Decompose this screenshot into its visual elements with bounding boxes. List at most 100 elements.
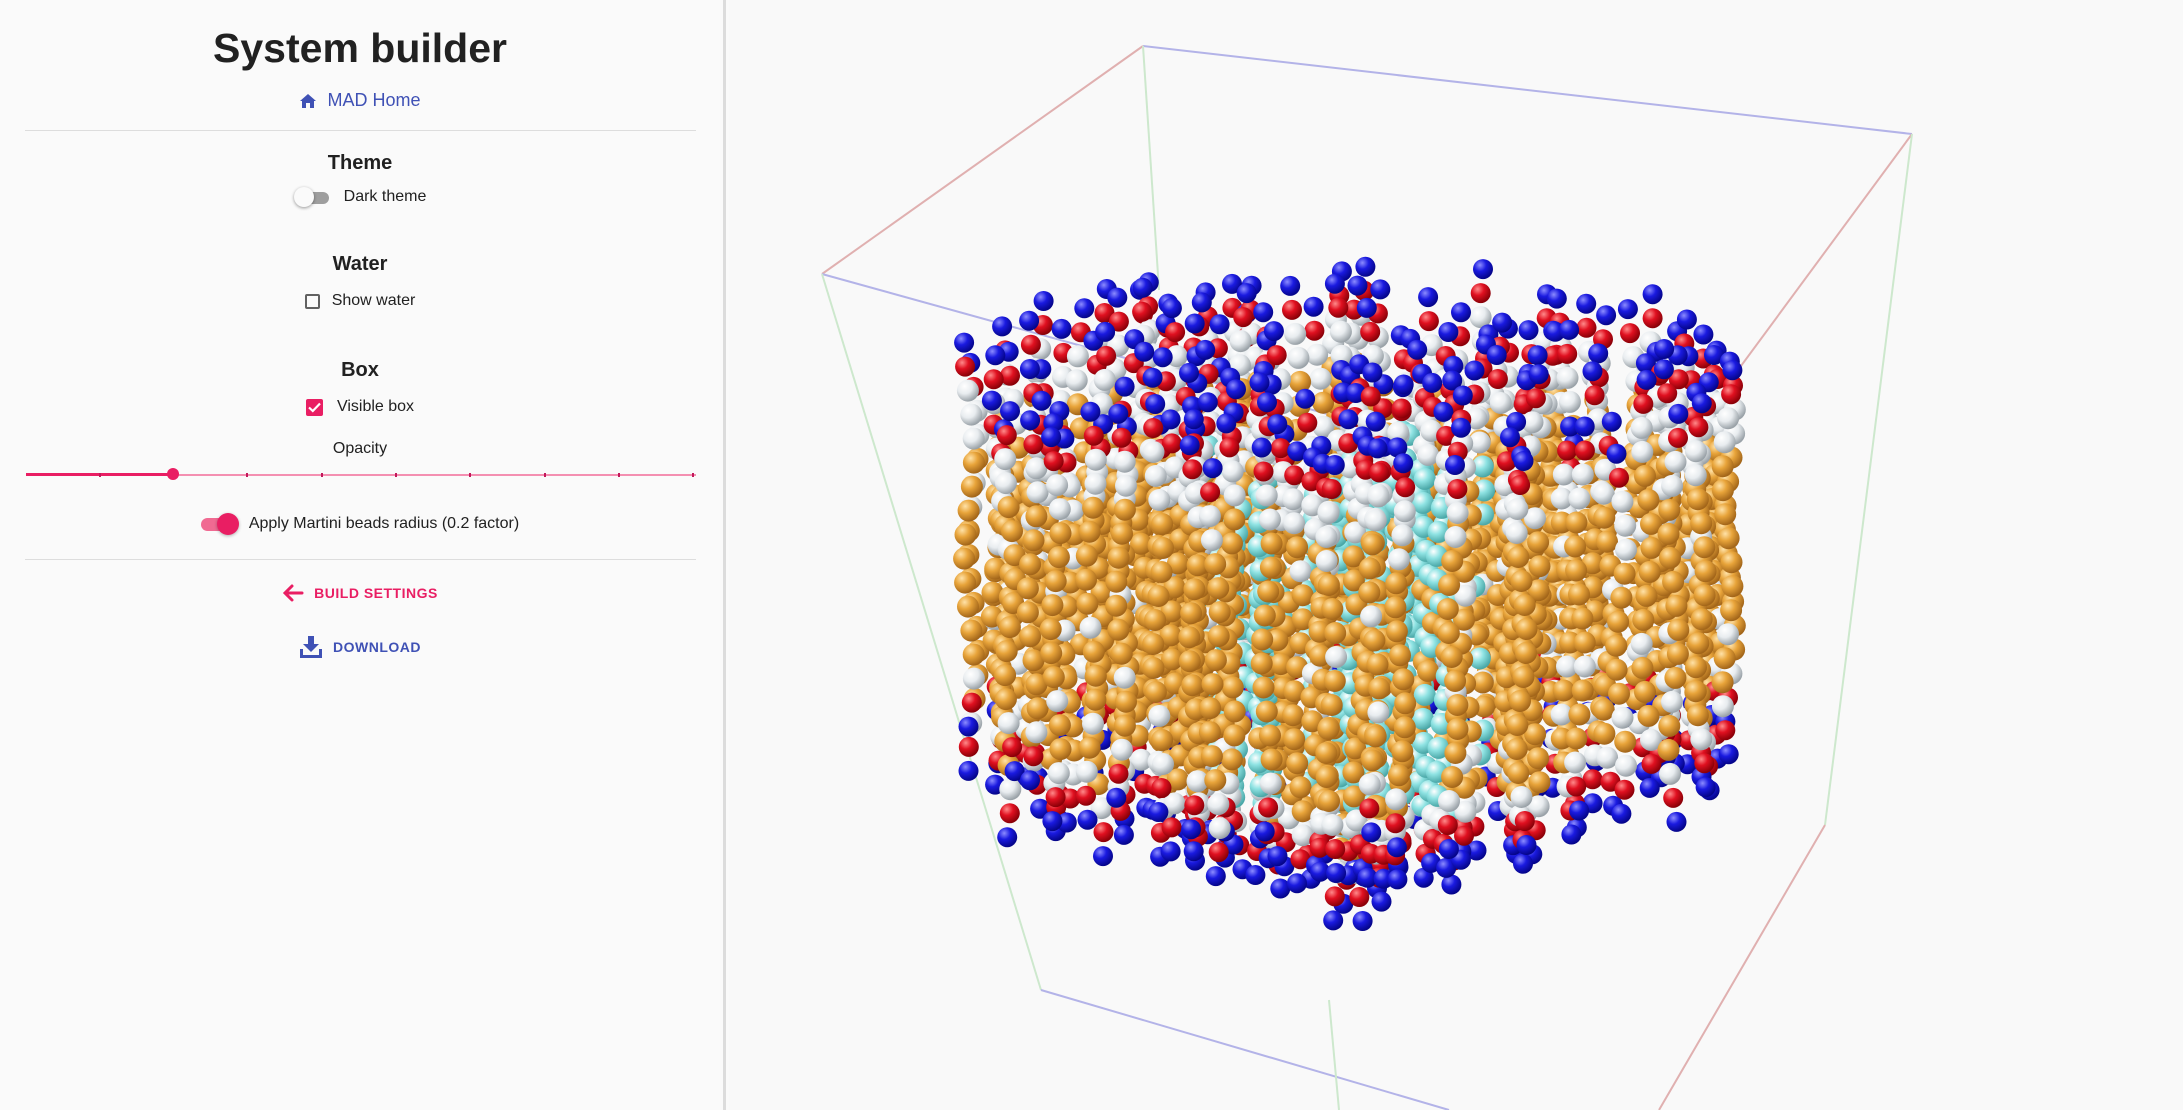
bead bbox=[1163, 792, 1186, 815]
show-water-checkbox[interactable] bbox=[304, 293, 320, 309]
bead bbox=[1609, 467, 1629, 488]
bead bbox=[1060, 788, 1081, 809]
download-label: DOWNLOAD bbox=[333, 639, 421, 655]
bead bbox=[1433, 401, 1454, 422]
bead bbox=[1687, 632, 1710, 655]
bead bbox=[1412, 491, 1435, 514]
bead bbox=[1208, 601, 1231, 624]
bead bbox=[1473, 695, 1496, 718]
bead bbox=[1385, 788, 1408, 811]
bead bbox=[1105, 570, 1128, 593]
bead bbox=[1465, 407, 1488, 430]
bead bbox=[1148, 705, 1171, 727]
bead bbox=[1303, 296, 1324, 317]
bead bbox=[1204, 649, 1227, 672]
page-title: System builder bbox=[213, 25, 507, 71]
home-link[interactable]: MAD Home bbox=[0, 88, 720, 112]
bead bbox=[1324, 273, 1345, 294]
bead bbox=[1309, 644, 1332, 667]
bead bbox=[1362, 362, 1383, 383]
bead bbox=[1714, 503, 1737, 526]
bead bbox=[1571, 463, 1594, 486]
bead bbox=[1584, 385, 1605, 406]
download-button[interactable]: DOWNLOAD bbox=[0, 635, 720, 664]
bead bbox=[1016, 601, 1039, 624]
bead bbox=[1324, 886, 1345, 907]
bead bbox=[1469, 306, 1492, 329]
bead bbox=[1632, 608, 1655, 631]
bead bbox=[1417, 659, 1439, 682]
bead bbox=[1048, 714, 1071, 737]
slider-thumb[interactable] bbox=[167, 468, 179, 480]
bead bbox=[1666, 811, 1687, 832]
martini-radius-toggle[interactable] bbox=[200, 512, 239, 536]
bead bbox=[1634, 680, 1656, 703]
bead bbox=[985, 345, 1006, 366]
bead bbox=[1361, 749, 1384, 772]
bead bbox=[1385, 620, 1408, 643]
bead bbox=[1324, 622, 1347, 644]
bead bbox=[1440, 646, 1463, 668]
bead bbox=[957, 595, 979, 618]
bead bbox=[1019, 625, 1042, 648]
bead bbox=[1142, 657, 1165, 679]
bead bbox=[1259, 724, 1281, 747]
water-heading: Water bbox=[332, 253, 388, 275]
bead bbox=[1552, 463, 1575, 486]
bead bbox=[1075, 568, 1097, 591]
bead bbox=[1441, 874, 1462, 895]
bead bbox=[1315, 550, 1338, 572]
build-settings-button[interactable]: BUILD SETTINGS bbox=[0, 583, 720, 608]
bead bbox=[1289, 370, 1312, 393]
bead bbox=[1079, 616, 1102, 639]
bead bbox=[1270, 878, 1291, 899]
bead bbox=[1259, 556, 1282, 579]
bead bbox=[1161, 433, 1182, 454]
bead bbox=[962, 427, 985, 450]
dark-theme-toggle[interactable] bbox=[293, 186, 330, 208]
bead bbox=[1282, 488, 1304, 511]
molecule-viewer[interactable] bbox=[729, 0, 2183, 1110]
visible-box-row: Visible box bbox=[0, 396, 720, 420]
bead bbox=[1111, 522, 1133, 545]
bead bbox=[1004, 761, 1025, 782]
bead bbox=[1518, 320, 1539, 341]
bead bbox=[1074, 298, 1095, 319]
bead bbox=[1019, 310, 1040, 331]
bead bbox=[1078, 520, 1101, 543]
bead bbox=[1310, 861, 1331, 882]
bead bbox=[960, 403, 983, 426]
bead bbox=[1556, 655, 1578, 678]
bead bbox=[1611, 490, 1634, 513]
bead bbox=[1047, 762, 1070, 785]
bead bbox=[1571, 607, 1594, 630]
bead bbox=[1668, 427, 1688, 448]
bead bbox=[1360, 321, 1381, 342]
bead bbox=[1489, 392, 1512, 414]
bead bbox=[1255, 484, 1278, 507]
bead bbox=[1631, 440, 1654, 463]
bead bbox=[1209, 314, 1230, 335]
bead bbox=[1690, 728, 1713, 751]
bead bbox=[1152, 753, 1174, 775]
bead bbox=[1615, 538, 1637, 561]
slider-mark bbox=[692, 473, 694, 477]
bead bbox=[1096, 345, 1117, 366]
bead bbox=[992, 316, 1013, 337]
bead bbox=[1291, 608, 1314, 631]
bead-cloud bbox=[953, 256, 1746, 931]
bead bbox=[1148, 802, 1169, 822]
bead bbox=[1510, 786, 1533, 808]
opacity-slider[interactable] bbox=[26, 468, 696, 480]
bead bbox=[1093, 822, 1114, 843]
bead bbox=[1436, 857, 1457, 878]
visible-box-checkbox[interactable] bbox=[305, 398, 323, 416]
bead bbox=[1693, 324, 1714, 345]
bead bbox=[1184, 795, 1205, 816]
bead bbox=[1360, 605, 1383, 628]
bead bbox=[1352, 911, 1373, 931]
bead bbox=[1661, 474, 1684, 497]
slider-mark bbox=[618, 473, 620, 477]
bead bbox=[954, 571, 977, 594]
molecule-viewer-canvas[interactable] bbox=[729, 0, 2183, 1110]
